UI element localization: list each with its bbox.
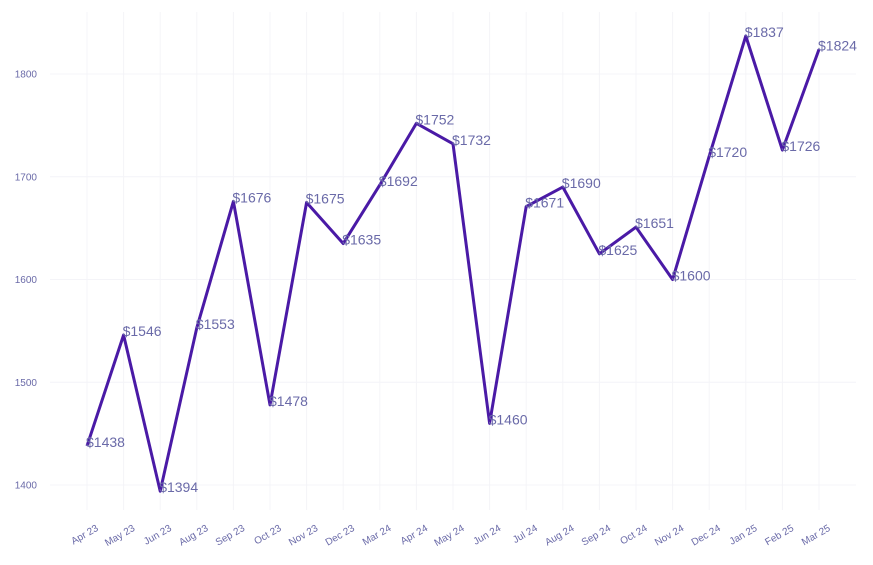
x-tick-label: Aug 24 [543,523,576,549]
x-tick-label: Oct 23 [252,523,283,547]
data-label: $1752 [415,111,454,127]
grid [50,12,856,510]
x-tick-label: Sep 23 [214,523,247,549]
data-label: $1394 [159,479,198,495]
data-labels: $1438 $1546 $1394 $1553 $1676 $1478 $1675 $1635… [86,24,857,495]
data-label: $1732 [452,132,491,148]
data-label: $1726 [781,138,820,154]
x-tick-label: Feb 25 [763,523,796,548]
data-label: $1625 [598,242,637,258]
data-label: $1651 [635,215,674,231]
series-line [85,34,821,493]
y-tick-label: 1400 [15,481,38,492]
y-tick-label: 1800 [15,70,38,81]
x-tick-label: Jul 24 [511,523,540,546]
x-tick-label: May 24 [433,523,467,549]
x-tick-label: Sep 24 [580,523,613,549]
y-tick-label: 1700 [15,172,38,183]
x-tick-label: Nov 24 [653,523,686,549]
data-label: $1546 [123,323,162,339]
x-tick-label: Dec 23 [324,523,357,549]
data-label: $1690 [562,175,601,191]
x-tick-label: Dec 24 [690,523,723,549]
data-label: $1720 [708,144,747,160]
data-label: $1600 [672,268,711,284]
x-tick-label: Nov 23 [287,523,320,549]
data-label: $1460 [489,411,528,427]
data-label: $1692 [379,173,418,189]
data-label: $1553 [196,316,235,332]
data-label: $1478 [269,393,308,409]
x-tick-label: Apr 23 [69,523,100,547]
data-label: $1635 [342,232,381,248]
x-tick-label: Jun 24 [472,523,504,548]
x-axis-ticks: Apr 23 May 23 Jun 23 Aug 23 Sep 23 Oct 23 Nov … [69,523,832,549]
y-tick-label: 1500 [15,378,38,389]
y-axis-ticks: 1400 1500 1600 1700 1800 [15,70,38,492]
x-tick-label: Aug 23 [177,523,210,549]
data-label: $1438 [86,434,125,450]
x-tick-label: Jun 23 [142,523,174,548]
data-label: $1675 [306,190,345,206]
data-label: $1671 [525,195,564,211]
data-label: $1824 [818,37,857,53]
x-tick-label: Mar 24 [361,523,394,548]
x-tick-label: Apr 24 [399,523,430,547]
x-tick-label: Jan 25 [728,523,760,548]
x-tick-label: May 23 [103,523,137,549]
x-tick-label: Oct 24 [618,523,649,547]
y-tick-label: 1600 [15,275,38,286]
data-label: $1837 [745,24,784,40]
x-tick-label: Mar 25 [800,523,833,548]
data-label: $1676 [232,189,271,205]
